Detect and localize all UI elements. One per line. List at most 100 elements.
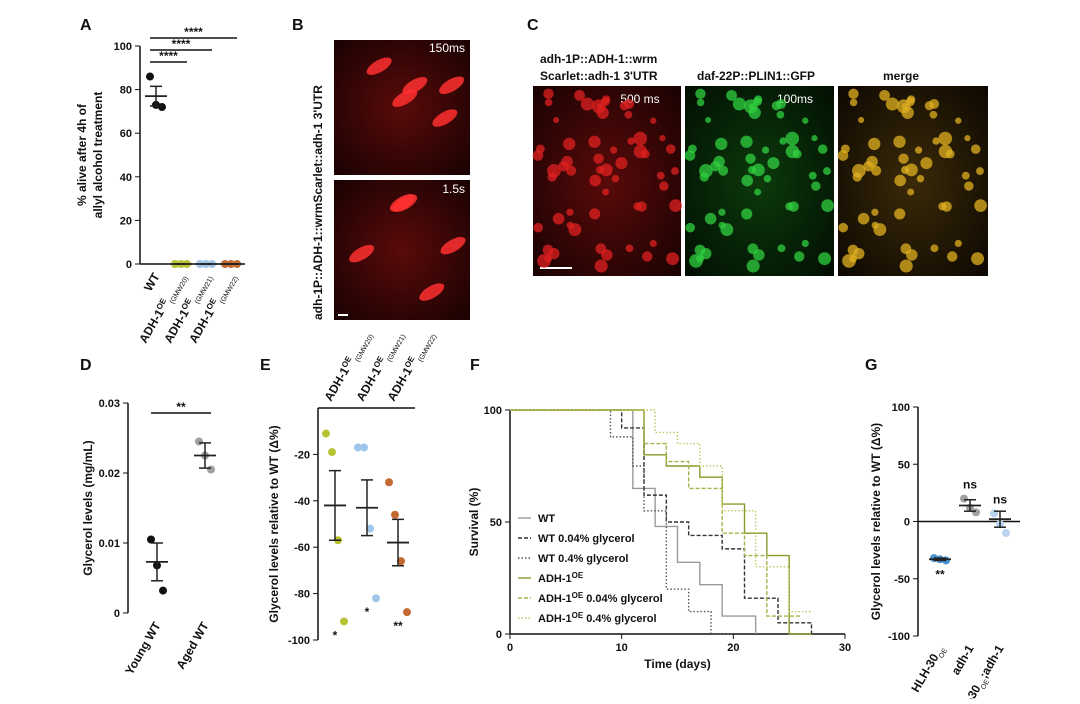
category-name: HLH-30: [908, 651, 941, 695]
data-point: [207, 465, 215, 474]
cell: [699, 172, 709, 182]
cell: [589, 174, 602, 187]
category-sub: OE: [980, 678, 991, 691]
cell: [754, 188, 762, 196]
cell: [811, 135, 818, 142]
cell: [547, 172, 557, 182]
category-name: WT: [141, 270, 163, 294]
cell: [763, 174, 772, 183]
cell: [767, 157, 780, 170]
category-name: adh-1: [948, 642, 976, 677]
data-point: [147, 535, 155, 544]
cell: [771, 101, 781, 111]
worm-signal: [432, 109, 458, 127]
cell: [746, 259, 760, 273]
significance-label: ns: [993, 492, 1007, 506]
y-tick-label: -40: [294, 496, 310, 508]
significance-label: **: [393, 619, 403, 633]
cell: [650, 117, 657, 124]
significance-label: ns: [963, 478, 977, 492]
worm-signal: [392, 194, 418, 212]
cell: [589, 208, 601, 220]
category-name: Aged WT: [173, 619, 211, 672]
cell: [811, 181, 821, 191]
worm-signal: [392, 89, 418, 107]
data-point: [158, 103, 166, 112]
significance-label: *: [365, 605, 370, 619]
cell: [656, 171, 665, 180]
data-point: [397, 557, 405, 566]
category-sup: OE: [402, 354, 416, 369]
cell: [785, 144, 800, 159]
cell: [971, 252, 985, 266]
cell: [561, 155, 573, 168]
cell: [857, 212, 870, 225]
y-tick-label: 0: [114, 608, 120, 620]
cell: [741, 174, 754, 187]
x-tick-label: 10: [616, 642, 628, 654]
cell: [685, 222, 695, 233]
y-tick-label: 0.02: [99, 468, 120, 480]
cell: [718, 165, 729, 176]
x-tick-label: 30: [839, 642, 851, 654]
data-point: [328, 448, 336, 457]
cell: [794, 251, 805, 262]
cell: [920, 157, 933, 170]
x-tick-label: WT: [141, 270, 163, 294]
y-axis-label: % alive after 4h of: [75, 103, 89, 206]
cell: [852, 172, 862, 182]
cell: [715, 137, 728, 151]
cell: [696, 98, 705, 107]
legend-name: WT 0.4% glycerol: [538, 553, 628, 565]
worm-signal: [402, 76, 428, 95]
y-tick-label: 0: [126, 259, 132, 271]
cell: [853, 247, 865, 260]
cell: [596, 165, 605, 175]
cell: [732, 97, 746, 111]
category-tail: ;adh-1: [976, 642, 1006, 680]
cell: [593, 153, 604, 164]
channel-title: adh-1P::ADH-1::wrm: [540, 52, 657, 66]
cell: [633, 144, 648, 159]
y-tick-label: -50: [894, 574, 910, 586]
data-point: [960, 494, 968, 503]
category-sup: OE: [154, 296, 168, 311]
significance-label: ****: [159, 49, 178, 63]
exposure-label: 100ms: [777, 92, 813, 106]
y-tick-label: -80: [294, 589, 310, 601]
cell: [615, 157, 628, 170]
cell: [893, 135, 906, 148]
cell: [866, 155, 878, 168]
cell: [955, 117, 962, 124]
cell: [808, 171, 817, 180]
y-tick-label: 50: [898, 459, 910, 471]
cell: [916, 174, 925, 183]
survival-curve: [510, 409, 812, 613]
category-name: HLH-30: [950, 682, 983, 699]
exposure-label: 1.5s: [442, 182, 465, 196]
legend-entry: WT 0.4% glycerol: [538, 553, 628, 565]
cell: [741, 208, 753, 220]
significance-label: **: [935, 567, 945, 581]
data-point: [146, 72, 154, 81]
x-tick-label: 20: [727, 642, 739, 654]
cell: [930, 244, 939, 253]
cell: [776, 110, 785, 119]
category-sup: OE: [204, 296, 218, 311]
legend-name: WT: [538, 513, 555, 525]
significance-label: ****: [172, 37, 191, 51]
cell: [817, 144, 828, 154]
y-tick-label: 20: [120, 215, 132, 227]
panel-letter: E: [260, 357, 271, 374]
cell: [718, 208, 726, 216]
cell: [932, 137, 940, 145]
cell: [907, 188, 915, 196]
y-tick-label: 50: [490, 517, 502, 529]
panel-letter: C: [527, 17, 539, 34]
cell: [748, 106, 761, 119]
cell: [601, 249, 613, 261]
cell: [961, 171, 970, 180]
side-label: adh-1P::ADH-1::wrmScarlet::adh-1 3'UTR: [311, 85, 325, 320]
data-point: [360, 443, 368, 452]
cell: [633, 131, 648, 146]
